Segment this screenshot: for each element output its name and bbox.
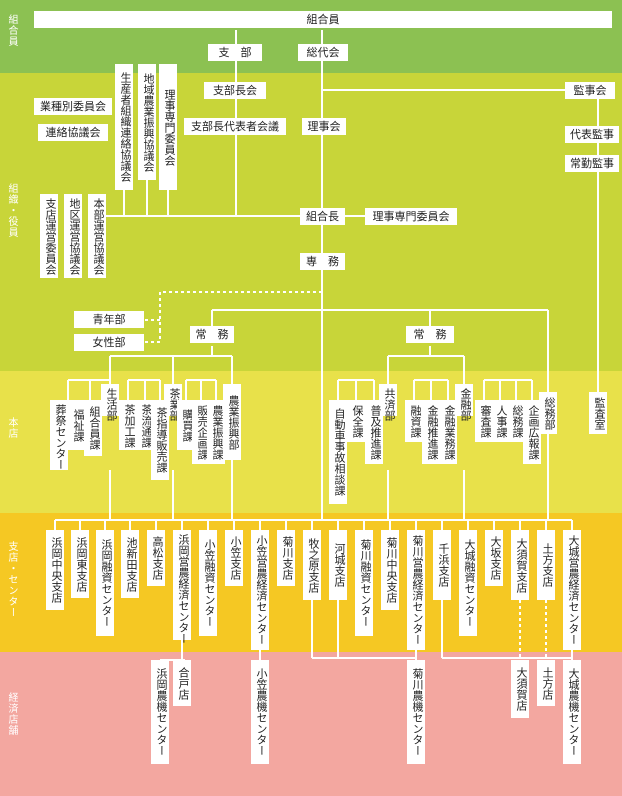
node-branch: 大城営農経済センター [563,530,581,650]
node-jidosha: 自動車事故相談課 [329,400,347,504]
node-store: 大須賀店 [511,660,529,718]
band-label: 経済店舗 [6,692,17,736]
node-riji-senmon: 理事専門委員会 [365,208,457,225]
node-store: 土方店 [537,660,555,706]
node-branch: 菊川融資センター [355,530,373,636]
node-kumiaicho: 組合長 [300,208,345,225]
node-store: 菊川農機センター [407,660,425,764]
node-branch: 小笠融資センター [199,530,217,636]
node-kikaku: 企画広報課 [523,400,541,464]
node-branch: 浜岡融資センター [96,530,114,636]
node-store: 大城農機センター [563,660,581,764]
node-store: 小笠農機センター [251,660,269,764]
node-kumiaiinka: 組合員課 [84,400,102,456]
node-nogyobu: 農業振興部 [223,384,241,460]
node-gyoshu: 業種別委員会 [34,98,112,115]
node-jokinkanji: 常勤監事 [565,155,619,172]
node-shiten-unei: 支店運営委員会 [40,194,58,278]
node-konyu: 購買課 [177,400,195,450]
node-yushi: 融資課 [405,400,423,442]
node-branch: 菊川支店 [277,530,295,586]
node-branch: 大城融資センター [459,530,477,636]
node-kyosaibu: 共済部 [379,384,397,421]
node-seinenbu: 青年部 [74,311,144,328]
node-honbu-unei: 本部運営協議会 [88,194,106,278]
node-chashido: 茶指導販売課 [151,400,169,480]
node-kansashitsu: 監査室 [589,392,607,434]
band-label: 本店 [6,417,17,439]
node-kinyubu: 金融部 [455,384,473,421]
node-seisansha: 生産者組織連絡協議会 [115,64,133,190]
node-hanbai: 販売企画課 [192,400,210,464]
node-renraku: 連絡協議会 [38,124,108,141]
node-store: 浜岡農機センター [151,660,169,764]
node-daihyokanji: 代表監事 [565,126,619,143]
node-shinsa: 審査課 [475,400,493,442]
node-branch: 浜岡東支店 [71,530,89,598]
node-chakako: 茶加工課 [119,400,137,450]
node-chiiki-shinko: 地域農業振興協議会 [138,64,156,180]
node-charyutsu: 茶流通課 [136,400,154,450]
node-hozen: 保全課 [347,400,365,442]
node-branch: 浜岡中央支店 [46,530,64,610]
node-riji-senmon-v: 理事専門委員会 [159,64,177,190]
band-label: 組合員 [6,14,17,47]
node-branch: 小笠営農経済センター [251,530,269,650]
node-seikatsubu: 生活部 [101,384,119,421]
node-jinji: 人事課 [491,400,509,442]
node-branch: 菊川中央支店 [381,530,399,610]
node-chiku-unei: 地区運営協議会 [64,194,82,278]
node-branch: 大坂支店 [485,530,503,586]
node-shibuchodaihyo: 支部長代表者会議 [184,118,286,135]
node-branch: 浜岡営農経済センター [173,530,191,644]
node-rijikai: 理事会 [302,118,346,135]
node-fukyu: 普及推進課 [365,400,383,464]
node-kansakai: 監事会 [565,82,615,99]
node-kumiaiin: 組合員 [34,11,612,28]
band-label: 組織・役員 [6,183,17,238]
node-senmu: 専 務 [300,253,345,270]
node-kinyusuishin: 金融推進課 [422,400,440,464]
node-branch: 菊川営農経済センター [407,530,425,650]
node-branch: 大須賀支店 [511,530,529,600]
node-branch: 小笠支店 [225,530,243,586]
node-sousai: 葬祭センター [50,400,68,470]
node-shibuchokai: 支部長会 [204,82,266,99]
node-nogyoshinko: 農業振興課 [207,400,225,464]
node-branch: 千浜支店 [433,530,451,600]
node-branch: 高松支店 [147,530,165,586]
node-somubu: 総務部 [539,392,557,434]
node-branch: 河城支店 [329,530,347,600]
node-branch: 池新田支店 [121,530,139,598]
node-fukushi: 福祉課 [68,400,86,450]
node-jomu-right: 常 務 [406,326,454,343]
node-branch: 土方支店 [537,530,555,600]
node-branch: 牧之原支店 [303,530,321,600]
node-jomu-left: 常 務 [190,326,234,343]
node-shibu: 支 部 [208,44,262,61]
node-joseibu: 女性部 [74,334,144,351]
node-store: 合戸店 [173,660,191,706]
node-somu: 総務課 [507,400,525,442]
node-soudaikai: 総代会 [298,44,348,61]
band-label: 支店・センター [6,541,17,618]
node-kinyugyomu: 金融業務課 [439,400,457,464]
